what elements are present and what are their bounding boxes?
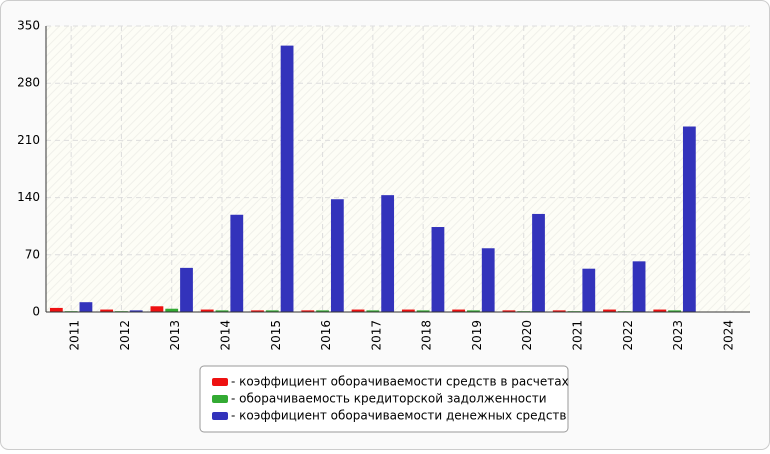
- bar: [265, 310, 279, 312]
- x-tick-label: 2019: [470, 320, 484, 351]
- bar: [200, 309, 214, 312]
- bar: [230, 214, 244, 312]
- bar: [401, 309, 415, 312]
- x-tick-label: 2011: [68, 320, 82, 351]
- bar: [431, 227, 445, 312]
- x-tick-label: 2021: [571, 320, 585, 351]
- x-tick-label: 2024: [721, 320, 735, 351]
- bar: [129, 310, 143, 312]
- bar: [682, 126, 696, 312]
- bar: [351, 309, 365, 312]
- bar: [632, 261, 646, 312]
- plot-area: [46, 26, 750, 312]
- x-tick-label: 2018: [420, 320, 434, 351]
- legend-label: - коэффициент оборачиваемости денежных с…: [231, 409, 567, 423]
- bar: [603, 309, 616, 312]
- bar: [49, 307, 63, 312]
- bar: [582, 268, 596, 312]
- legend: [199, 365, 569, 433]
- bar: [366, 310, 380, 312]
- x-tick-label: 2015: [269, 320, 283, 351]
- bar: [180, 267, 193, 312]
- y-tick-label: 140: [17, 190, 40, 204]
- y-tick-label: 350: [17, 19, 40, 33]
- bar: [280, 45, 294, 313]
- bar: [381, 195, 395, 312]
- bar: [150, 306, 164, 312]
- legend-label: - коэффициент оборачиваемости средств в …: [231, 375, 569, 389]
- bar: [165, 308, 179, 312]
- bar: [481, 248, 495, 312]
- bar: [316, 310, 329, 312]
- legend-label: - оборачиваемость кредиторской задолженн…: [231, 392, 547, 406]
- x-tick-label: 2012: [118, 320, 132, 351]
- bar: [552, 310, 566, 312]
- x-tick-label: 2013: [168, 320, 182, 351]
- y-tick-label: 0: [32, 305, 40, 319]
- bar: [301, 310, 315, 312]
- legend-swatch: [212, 412, 228, 420]
- x-tick-label: 2014: [219, 320, 233, 351]
- x-tick-label: 2023: [671, 320, 685, 351]
- x-tick-label: 2020: [520, 320, 534, 351]
- x-tick-label: 2016: [319, 320, 333, 351]
- bar: [251, 310, 264, 312]
- bar: [215, 310, 229, 312]
- y-tick-label: 210: [17, 133, 40, 147]
- bar: [467, 310, 480, 312]
- legend-swatch: [212, 378, 228, 386]
- legend-swatch: [212, 395, 228, 403]
- bar: [502, 310, 516, 312]
- bar: [653, 309, 667, 312]
- y-tick-label: 70: [25, 247, 40, 261]
- bar: [532, 213, 545, 312]
- bar: [416, 310, 430, 312]
- bar: [452, 309, 466, 312]
- bar: [100, 309, 114, 312]
- bar: [668, 310, 681, 312]
- bar: [330, 199, 344, 312]
- x-tick-label: 2022: [621, 320, 635, 351]
- bar: [79, 302, 93, 312]
- y-tick-label: 280: [17, 76, 40, 90]
- x-tick-label: 2017: [369, 320, 383, 351]
